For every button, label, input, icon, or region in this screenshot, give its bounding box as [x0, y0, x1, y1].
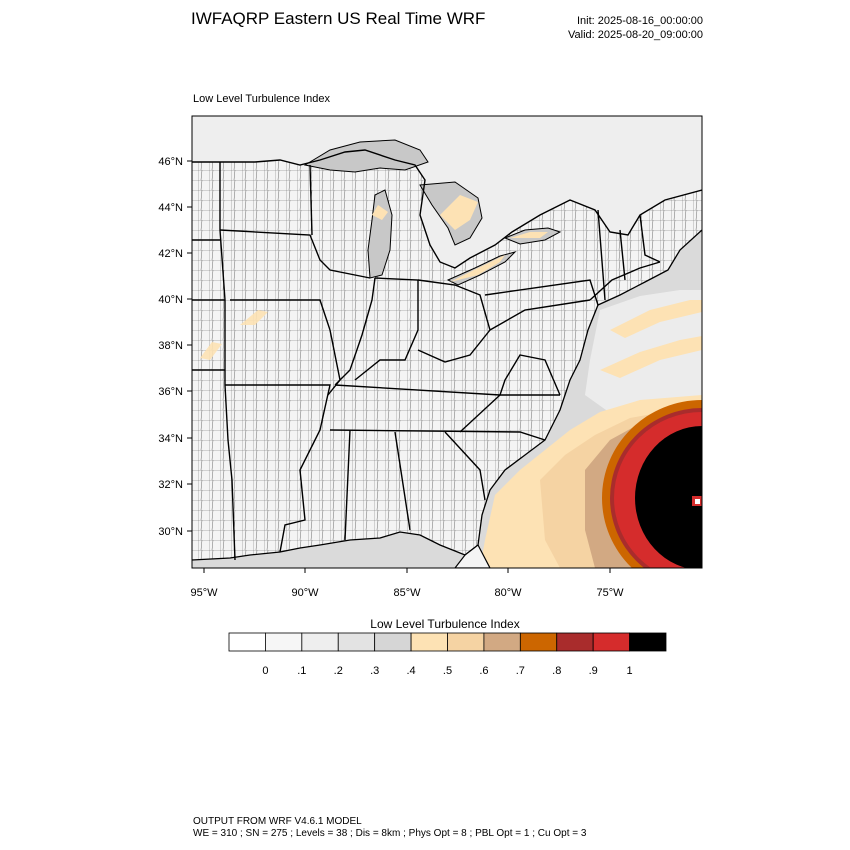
lon-label: 95°W	[190, 587, 218, 599]
colorbar-swatch	[301, 632, 339, 652]
map-field	[192, 116, 702, 568]
lon-label: 85°W	[393, 587, 421, 599]
colorbar-tick-label: .4	[406, 665, 415, 677]
colorbar-tick-label: .9	[589, 665, 598, 677]
plot-subtitle: Low Level Turbulence Index	[193, 93, 330, 105]
lon-label: 80°W	[494, 587, 522, 599]
page-title: IWFAQRP Eastern US Real Time WRF	[191, 9, 486, 28]
valid-time: Valid: 2025-08-20_09:00:00	[568, 29, 703, 41]
lat-label: 44°N	[158, 202, 183, 214]
colorbar-swatch	[556, 632, 594, 652]
latitude-labels: 46°N 44°N 42°N 40°N 38°N 36°N 34°N 32°N …	[158, 156, 183, 538]
model-footer: OUTPUT FROM WRF V4.6.1 MODEL WE = 310 ; …	[193, 816, 586, 840]
longitude-labels: 95°W 90°W 85°W 80°W 75°W	[190, 587, 624, 599]
lat-label: 38°N	[158, 340, 183, 352]
turbulence-lake-michigan	[372, 205, 388, 220]
map-frame	[191, 115, 703, 569]
lon-label: 90°W	[291, 587, 319, 599]
latitude-ticks	[187, 160, 192, 532]
lake-superior	[303, 139, 429, 173]
lat-label: 30°N	[158, 526, 183, 538]
longitude-ticks	[203, 568, 611, 573]
colorbar-swatch	[410, 632, 448, 652]
lat-label: 42°N	[158, 248, 183, 260]
florida-peninsula	[454, 544, 491, 568]
turbulence-core-black	[635, 426, 702, 568]
turbulence-offshore-band-2	[600, 336, 702, 378]
colorbar-tick-label: .3	[370, 665, 379, 677]
colorbar-labels: 0 .1 .2 .3 .4 .5 .6 .7 .8 .9 1	[262, 665, 632, 677]
turbulence-lake-erie	[450, 255, 505, 282]
footer-line-1: OUTPUT FROM WRF V4.6.1 MODEL	[193, 816, 362, 827]
turbulence-patch-missouri	[240, 310, 268, 325]
colorbar-swatch	[265, 632, 303, 652]
turbulence-patch-kansas	[200, 342, 222, 360]
colorbar-swatch	[483, 632, 521, 652]
colorbar-swatch	[228, 632, 266, 652]
colorbar-tick-label: .1	[297, 665, 306, 677]
colorbar-swatch	[592, 632, 630, 652]
lat-label: 46°N	[158, 156, 183, 168]
lat-label: 34°N	[158, 433, 183, 445]
turbulence-lake-huron	[440, 195, 478, 230]
colorbar-swatch	[337, 632, 376, 652]
turbulence-lake-ontario	[510, 232, 548, 238]
footer-line-2: WE = 310 ; SN = 275 ; Levels = 38 ; Dis …	[193, 828, 587, 839]
colorbar-tick-label: 1	[627, 665, 633, 677]
lat-label: 32°N	[158, 479, 183, 491]
lon-label: 75°W	[596, 587, 624, 599]
colorbar-swatch	[447, 632, 485, 652]
time-info: Init: 2025-08-16_00:00:00 Valid: 2025-08…	[568, 14, 703, 42]
coastline	[192, 229, 702, 561]
colorbar-swatch	[629, 632, 667, 652]
colorbar-title: Low Level Turbulence Index	[370, 617, 520, 631]
lat-label: 36°N	[158, 386, 183, 398]
init-time: Init: 2025-08-16_00:00:00	[577, 15, 703, 27]
colorbar-tick-label: 0	[262, 665, 268, 677]
state-borders	[192, 149, 702, 561]
colorbar	[228, 632, 667, 652]
colorbar-swatch	[519, 632, 558, 652]
colorbar-swatch	[374, 632, 412, 652]
colorbar-tick-label: .8	[552, 665, 561, 677]
colorbar-tick-label: .5	[443, 665, 452, 677]
colorbar-tick-label: .6	[479, 665, 488, 677]
lat-label: 40°N	[158, 294, 183, 306]
colorbar-tick-label: .2	[334, 665, 343, 677]
turbulence-offshore-band-light	[610, 300, 702, 338]
colorbar-tick-label: .7	[516, 665, 525, 677]
